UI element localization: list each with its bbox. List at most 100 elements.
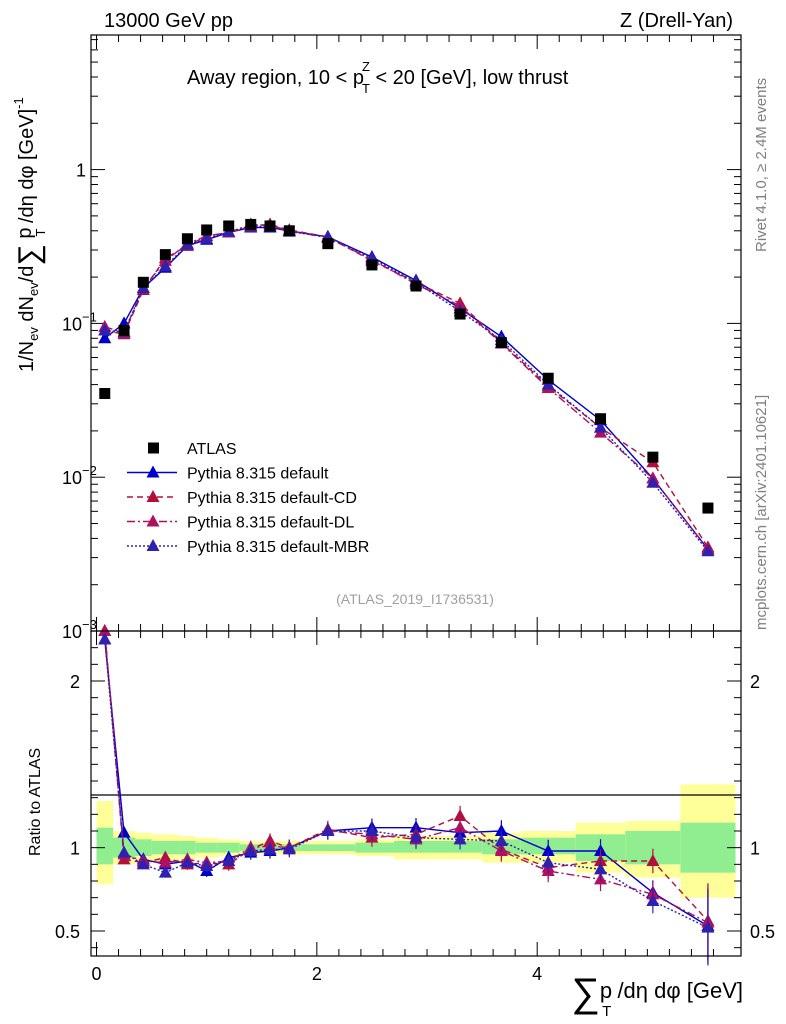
ratio-point: [136, 857, 150, 870]
main-x-ticks: [96, 35, 714, 631]
legend-item: Pythia 8.315 default-MBR: [127, 539, 369, 556]
rivet-label: Rivet 4.1.0, ≥ 2.4M events: [753, 78, 770, 252]
ratio-point: [158, 855, 172, 868]
ratio-frame: [90, 630, 742, 957]
legend-marker: [146, 539, 160, 551]
ratio-y-tick-label: 0.5: [55, 922, 80, 942]
atlas-point: [495, 337, 507, 349]
ratio-point: [494, 834, 508, 846]
x-axis-label: ∑p T /dη dφ [GeV]: [571, 971, 743, 1020]
ratio-point: [365, 824, 379, 836]
main-y-tick-labels: 10−3 10−2 10−1 1: [62, 161, 97, 642]
title-sup: Z: [362, 59, 370, 74]
ratio-y-tick-label: 1: [70, 839, 80, 859]
title-pre: Away region, 10 < p: [187, 67, 364, 89]
ratio-series-pythia-8-315-default-mbr: [98, 632, 715, 966]
mcplots-label: mcplots.cern.ch [arXiv:2401.10621]: [753, 395, 770, 630]
series-point: [98, 323, 112, 336]
legend: ATLAS Pythia 8.315 default Pythia 8.315 de…: [127, 441, 369, 556]
ratio-point: [541, 855, 555, 868]
ratio-point: [453, 809, 467, 821]
atlas-point: [201, 224, 213, 236]
ratio-point: [646, 854, 660, 866]
ratio-point: [98, 632, 112, 645]
ratio-y-tick-label: 2: [70, 672, 80, 692]
legend-label: Pythia 8.315 default-CD: [187, 490, 357, 507]
series-point: [594, 420, 608, 433]
ratio-y-tick-label: 0.5: [750, 922, 775, 942]
analysis-watermark: (ATLAS_2019_I1736531): [336, 591, 494, 607]
legend-item: ATLAS: [148, 441, 237, 458]
legend-marker: [146, 465, 160, 478]
ratio-point: [541, 844, 555, 856]
y-tick-label: 10−3: [62, 617, 97, 642]
atlas-point: [223, 220, 235, 232]
x-tick-label: 4: [532, 964, 542, 984]
ratio-point: [494, 824, 508, 836]
ratio-point: [263, 842, 277, 855]
stat-band: [179, 841, 196, 855]
main-y-axis-label: 1/Nev dNev/d∑ pT /dη dφ [GeV]-1: [11, 97, 48, 372]
y-tick-label: 10−1: [62, 309, 97, 334]
ratio-point: [321, 824, 335, 836]
atlas-point: [118, 324, 130, 336]
atlas-point: [264, 220, 276, 232]
stat-band: [217, 842, 240, 853]
ratio-point: [594, 862, 608, 875]
ratio-point: [222, 854, 236, 866]
stat-band: [355, 842, 394, 853]
ratio-panel: 0.5 0.5 1 1 2 2 0 2 4 Ratio to ATLAS ∑p T /dη dφ…: [27, 624, 775, 1020]
ratio-y-tick-labels: 0.5 0.5 1 1 2 2: [55, 672, 775, 942]
ratio-ticks: [91, 631, 741, 956]
ratio-series: [98, 624, 715, 966]
series-point: [701, 544, 715, 557]
atlas-point: [99, 388, 111, 400]
stat-band: [300, 844, 356, 851]
stat-band: [96, 827, 114, 865]
ratio-y-tick-label: 1: [750, 839, 760, 859]
x-tick-label: 2: [312, 964, 322, 984]
ratio-x-tick-labels: 0 2 4: [92, 964, 543, 984]
ratio-point: [200, 859, 214, 871]
atlas-point: [159, 249, 171, 261]
atlas-point: [283, 225, 295, 237]
stat-band: [680, 822, 736, 873]
legend-item: Pythia 8.315 default-DL: [127, 514, 354, 532]
legend-marker: [148, 442, 159, 454]
header-right: Z (Drell-Yan): [620, 10, 733, 32]
atlas-point: [454, 308, 466, 320]
x-tick-label: 0: [92, 964, 102, 984]
ratio-point: [646, 894, 660, 906]
ratio-point: [117, 845, 131, 858]
y-tick-label: 10−2: [62, 463, 97, 488]
atlas-point: [245, 218, 257, 230]
ratio-y-tick-label: 2: [750, 672, 760, 692]
stat-band: [195, 842, 218, 853]
main-panel: 10−3 10−2 10−1 1 Away region, 10 < pTZ < 20…: [11, 34, 742, 642]
ratio-y-axis-label: Ratio to ATLAS: [27, 748, 44, 856]
ratio-point: [158, 865, 172, 878]
ratio-point: [453, 832, 467, 845]
title-post: < 20 [GeV], low thrust: [370, 67, 569, 89]
stat-band: [151, 841, 180, 855]
atlas-point: [137, 276, 149, 288]
ratio-point: [409, 830, 423, 843]
atlas-point: [702, 502, 714, 514]
header-left: 13000 GeV pp: [104, 10, 233, 32]
main-y-ticks: [91, 39, 741, 632]
legend-label: Pythia 8.315 default-MBR: [187, 539, 369, 556]
ratio-point: [282, 842, 296, 855]
atlas-data-points: [99, 218, 714, 514]
y-tick-label: 1: [76, 161, 86, 181]
atlas-point: [410, 280, 422, 292]
legend-label: Pythia 8.315 default-DL: [187, 515, 354, 532]
ratio-point: [180, 855, 194, 868]
series-point: [646, 475, 660, 488]
ratio-point: [701, 920, 715, 933]
atlas-point: [181, 233, 193, 245]
ratio-point: [453, 820, 467, 833]
atlas-point: [647, 451, 659, 463]
title-sub: T: [362, 81, 370, 96]
legend-label: Pythia 8.315 default: [187, 466, 329, 483]
